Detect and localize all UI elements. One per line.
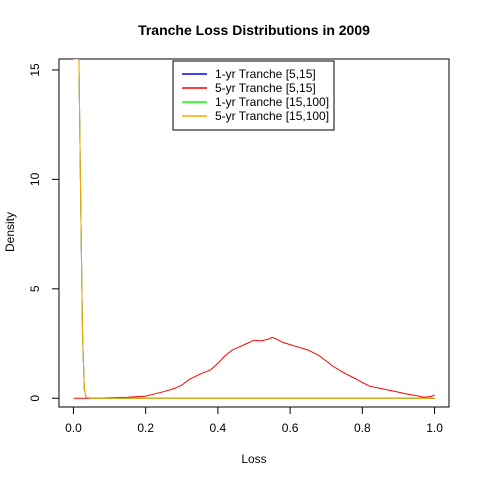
x-tick-label: 0.8 bbox=[354, 421, 371, 435]
x-tick-label: 1.0 bbox=[426, 421, 443, 435]
series-line-2 bbox=[73, 336, 435, 399]
x-tick-label: 0.4 bbox=[210, 421, 227, 435]
x-tick-label: 0.2 bbox=[137, 421, 154, 435]
y-axis-label: Density bbox=[3, 212, 17, 252]
y-tick-label: 0 bbox=[28, 395, 42, 402]
legend-box bbox=[172, 60, 335, 131]
x-axis-label: Loss bbox=[241, 452, 266, 466]
legend-label: 5-yr Tranche [5,15] bbox=[215, 81, 316, 95]
chart-title: Tranche Loss Distributions in 2009 bbox=[138, 22, 370, 38]
series-line-4 bbox=[73, 59, 435, 399]
legend-label: 5-yr Tranche [15,100] bbox=[215, 109, 329, 123]
legend: 1-yr Tranche [5,15]5-yr Tranche [5,15]1-… bbox=[172, 60, 335, 131]
y-tick-label: 15 bbox=[28, 63, 42, 77]
x-tick-label: 0.0 bbox=[65, 421, 82, 435]
y-tick-label: 5 bbox=[28, 285, 42, 292]
legend-label: 1-yr Tranche [5,15] bbox=[215, 67, 316, 81]
x-tick-label: 0.6 bbox=[282, 421, 299, 435]
y-tick-label: 10 bbox=[28, 172, 42, 186]
axes-layer: 0.0 0.2 0.4 0.6 0.8 1.0 0 5 10 15 bbox=[28, 63, 443, 435]
series-layer bbox=[73, 59, 435, 399]
legend-label: 1-yr Tranche [15,100] bbox=[215, 95, 329, 109]
